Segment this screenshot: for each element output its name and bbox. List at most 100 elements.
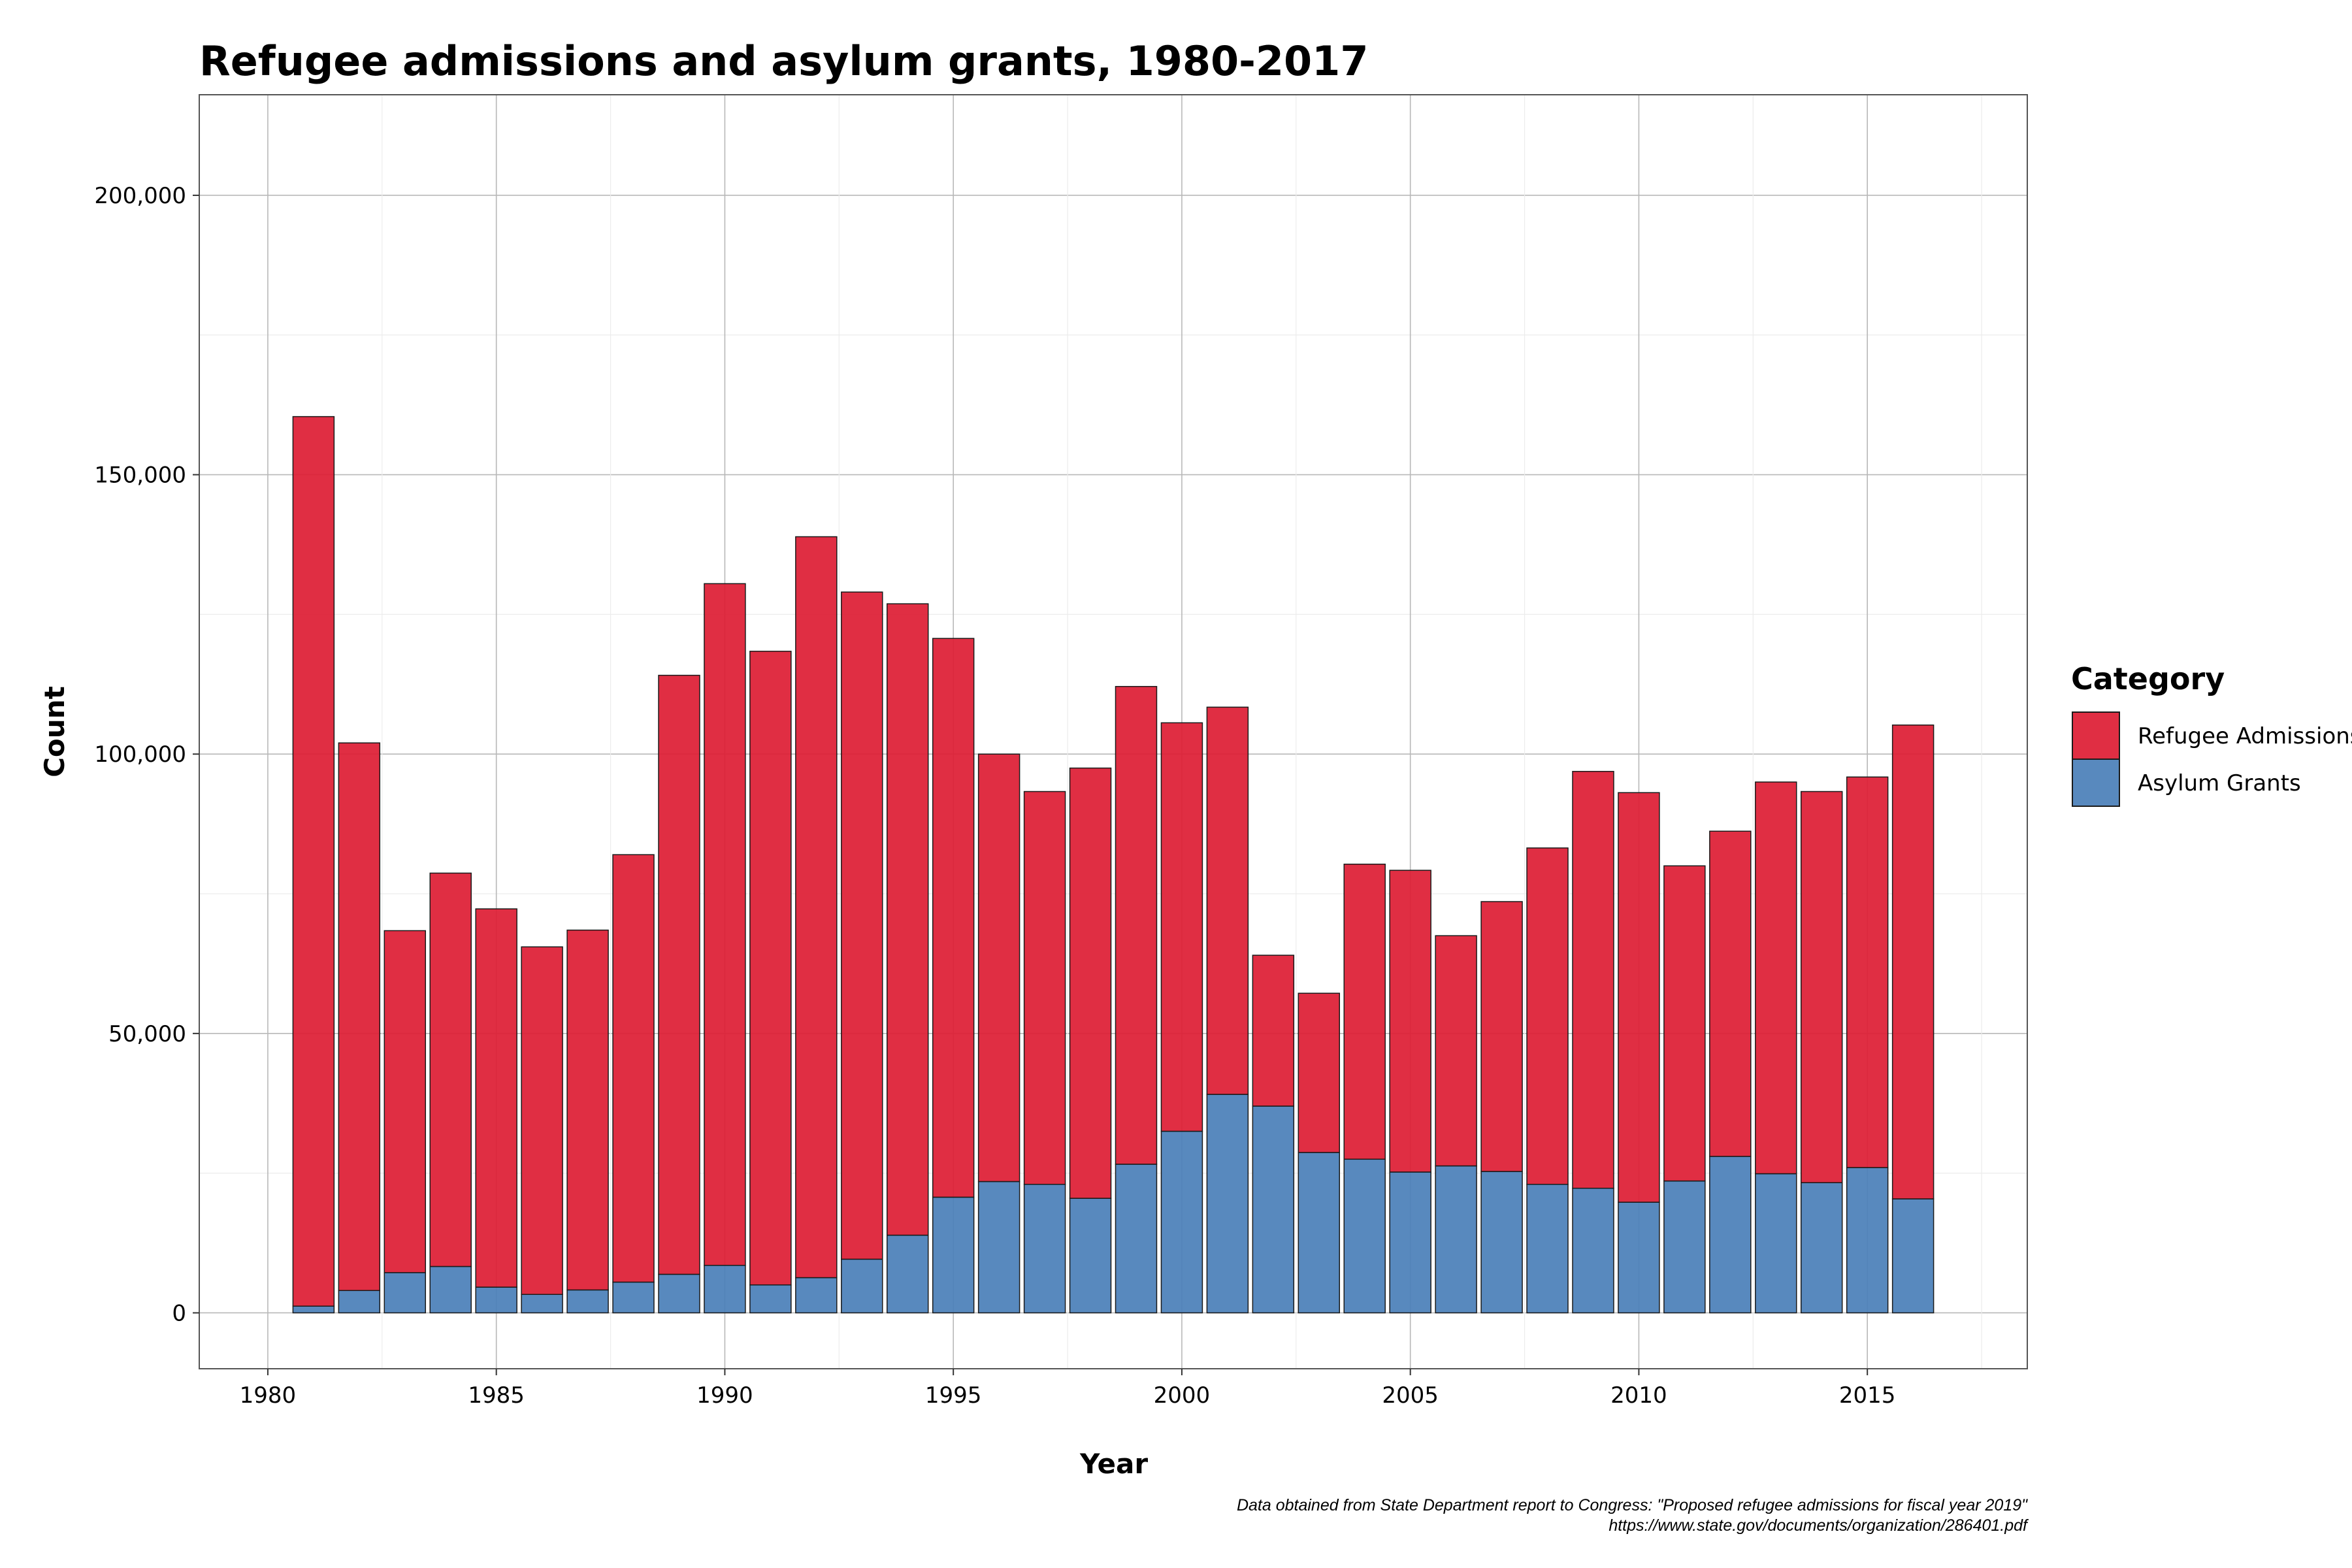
bar-asylum-grants-1988 (612, 1281, 655, 1314)
x-tick-label: 1985 (468, 1382, 525, 1409)
bar-asylum-grants-1986 (521, 1294, 563, 1314)
y-tick-label: 150,000 (94, 463, 186, 489)
bar-asylum-grants-1985 (475, 1286, 517, 1314)
bar-refugee-admissions-1997 (1023, 791, 1066, 1185)
x-tick-label: 1995 (925, 1382, 982, 1409)
caption-url: https://www.state.gov/documents/organiza… (1609, 1516, 2029, 1535)
bar-refugee-admissions-1992 (795, 536, 838, 1279)
bar-asylum-grants-2012 (1709, 1156, 1752, 1314)
bar-refugee-admissions-2000 (1160, 722, 1203, 1132)
x-tick-label: 2005 (1382, 1382, 1439, 1409)
legend-swatch (2072, 711, 2120, 760)
bar-asylum-grants-1982 (338, 1290, 381, 1314)
bar-refugee-admissions-1987 (566, 929, 609, 1291)
bar-refugee-admissions-2013 (1755, 781, 1797, 1175)
bar-asylum-grants-2015 (1846, 1167, 1889, 1314)
caption-source: Data obtained from State Department repo… (1237, 1496, 2028, 1514)
bar-asylum-grants-1987 (566, 1289, 609, 1314)
bar-refugee-admissions-2006 (1435, 935, 1477, 1167)
bar-refugee-admissions-2001 (1206, 706, 1249, 1095)
bar-refugee-admissions-1982 (338, 742, 381, 1292)
x-tick-label: 2000 (1154, 1382, 1211, 1409)
bar-refugee-admissions-2010 (1618, 792, 1660, 1203)
bar-asylum-grants-2003 (1298, 1152, 1341, 1314)
bar-asylum-grants-2013 (1755, 1173, 1797, 1314)
bar-asylum-grants-2009 (1572, 1188, 1614, 1314)
bars (292, 416, 1935, 1314)
bar-refugee-admissions-1996 (977, 753, 1021, 1183)
bar-refugee-admissions-2014 (1800, 791, 1843, 1183)
legend: Category Refugee Admissions Asylum Grants (2071, 661, 2352, 807)
bar-asylum-grants-1998 (1069, 1198, 1112, 1314)
x-tick-label: 1980 (240, 1382, 297, 1409)
bar-refugee-admissions-1993 (841, 591, 883, 1260)
bar-asylum-grants-2007 (1480, 1171, 1523, 1314)
bar-refugee-admissions-1981 (292, 416, 335, 1307)
bar-refugee-admissions-1991 (749, 651, 792, 1286)
bar-asylum-grants-1999 (1115, 1164, 1158, 1314)
bar-refugee-admissions-2011 (1663, 865, 1706, 1182)
bar-asylum-grants-1984 (429, 1266, 472, 1314)
y-axis: 0 50,000 100,000 150,000 200,000 (94, 183, 199, 1326)
bar-refugee-admissions-2002 (1252, 955, 1295, 1107)
bar-asylum-grants-2002 (1252, 1105, 1295, 1314)
legend-title: Category (2071, 661, 2225, 696)
x-axis: 1980 1985 1990 1995 2000 2005 2010 2015 (240, 1369, 1896, 1409)
bar-asylum-grants-2004 (1343, 1158, 1386, 1314)
grid (199, 95, 2027, 1369)
bar-asylum-grants-2001 (1206, 1094, 1249, 1314)
bar-refugee-admissions-2004 (1343, 863, 1386, 1160)
bar-refugee-admissions-1995 (932, 638, 975, 1198)
x-tick-label: 1990 (696, 1382, 753, 1409)
bar-asylum-grants-1993 (841, 1258, 883, 1314)
bar-refugee-admissions-2012 (1709, 830, 1752, 1157)
chart-title: Refugee admissions and asylum grants, 19… (199, 37, 1368, 85)
bar-asylum-grants-1995 (932, 1196, 975, 1314)
bar-refugee-admissions-1985 (475, 908, 517, 1288)
bar-refugee-admissions-2005 (1389, 870, 1431, 1173)
x-tick-label: 2010 (1610, 1382, 1667, 1409)
bar-refugee-admissions-1988 (612, 854, 655, 1283)
bar-refugee-admissions-2003 (1298, 992, 1341, 1153)
bar-refugee-admissions-2008 (1526, 847, 1569, 1185)
bar-asylum-grants-1992 (795, 1277, 838, 1314)
bar-asylum-grants-2016 (1891, 1198, 1935, 1314)
bar-asylum-grants-1990 (704, 1265, 746, 1314)
legend-label: Refugee Admissions (2138, 723, 2352, 749)
bar-asylum-grants-1991 (749, 1284, 792, 1314)
bar-asylum-grants-2014 (1800, 1182, 1843, 1314)
bar-refugee-admissions-1983 (384, 930, 427, 1273)
bar-asylum-grants-1997 (1023, 1184, 1066, 1314)
bar-refugee-admissions-1998 (1069, 767, 1112, 1199)
bar-refugee-admissions-1984 (429, 872, 472, 1267)
bar-refugee-admissions-2009 (1572, 770, 1614, 1189)
panel-border (199, 94, 2028, 1369)
y-tick-label: 50,000 (108, 1021, 186, 1047)
bar-refugee-admissions-1986 (521, 946, 563, 1296)
y-axis-title: Count (39, 686, 71, 777)
bar-refugee-admissions-1994 (886, 603, 929, 1236)
bar-asylum-grants-2008 (1526, 1184, 1569, 1314)
bar-refugee-admissions-2015 (1846, 776, 1889, 1168)
x-tick-label: 2015 (1839, 1382, 1896, 1409)
bar-refugee-admissions-1989 (658, 674, 700, 1275)
bar-refugee-admissions-1990 (704, 583, 746, 1266)
y-tick-label: 200,000 (94, 183, 186, 209)
bar-asylum-grants-2006 (1435, 1165, 1477, 1314)
legend-swatch (2072, 759, 2120, 807)
y-tick-label: 0 (172, 1300, 186, 1326)
bar-asylum-grants-1996 (977, 1181, 1021, 1314)
bar-asylum-grants-1981 (292, 1305, 335, 1314)
bar-asylum-grants-1994 (886, 1234, 929, 1314)
bar-asylum-grants-2000 (1160, 1130, 1203, 1314)
bar-refugee-admissions-2007 (1480, 901, 1523, 1172)
bar-asylum-grants-2010 (1618, 1201, 1660, 1314)
bar-refugee-admissions-2016 (1891, 724, 1935, 1200)
y-tick-label: 100,000 (94, 742, 186, 768)
bar-asylum-grants-2005 (1389, 1171, 1431, 1314)
x-axis-title: Year (1079, 1448, 1148, 1480)
bar-asylum-grants-1989 (658, 1273, 700, 1314)
bar-asylum-grants-1983 (384, 1272, 427, 1314)
legend-label: Asylum Grants (2138, 770, 2301, 796)
